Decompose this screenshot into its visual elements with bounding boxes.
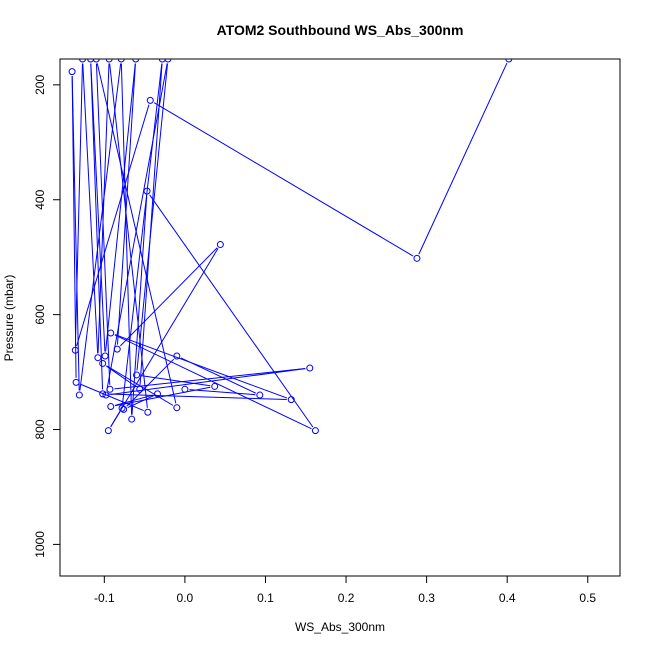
series-segment [114, 334, 312, 430]
data-point [75, 391, 83, 399]
series-segment [136, 63, 169, 371]
series-segment [116, 63, 136, 345]
series-segment [114, 334, 288, 399]
series-segment [120, 247, 218, 347]
data-point [117, 59, 125, 63]
series-segment [105, 63, 136, 352]
series-segment [80, 383, 144, 412]
data-point [94, 354, 102, 362]
x-axis-label: WS_Abs_300nm [295, 620, 385, 634]
data-point [72, 378, 80, 386]
series-segment [122, 63, 163, 404]
series-segment [96, 63, 177, 404]
data-point [505, 59, 513, 63]
data-point [99, 390, 107, 398]
data-point [144, 408, 152, 416]
series-segment [180, 357, 256, 394]
data-point [120, 405, 128, 413]
y-tick-label: 600 [33, 304, 47, 324]
y-tick-label: 1000 [33, 531, 47, 558]
data-point [107, 329, 115, 337]
series-segment [82, 63, 99, 354]
data-point [173, 352, 181, 360]
plot-area-border [59, 58, 621, 577]
data-point [104, 427, 112, 435]
y-tick-label: 200 [33, 75, 47, 95]
data-point [99, 359, 107, 367]
series-segment [74, 63, 83, 346]
series-segment [189, 389, 256, 396]
data-point [311, 427, 319, 435]
data-point [153, 390, 161, 398]
series-segment [71, 76, 80, 391]
x-tick-label: 0.3 [418, 591, 435, 605]
series-segment [79, 63, 122, 391]
data-point [256, 391, 264, 399]
data-point [173, 404, 181, 412]
data-point [158, 59, 166, 63]
series-segment [110, 411, 121, 428]
series-segment [114, 394, 154, 406]
data-point [79, 59, 87, 63]
series-segment [120, 63, 133, 415]
series-layer [68, 59, 513, 435]
data-point [181, 385, 189, 393]
data-point [101, 352, 109, 360]
data-point [105, 59, 113, 63]
series-segment [106, 365, 174, 406]
data-point [106, 385, 114, 393]
y-tick-label: 800 [33, 419, 47, 439]
series-segment [126, 358, 175, 407]
x-tick-label: 0.1 [257, 591, 274, 605]
data-point [102, 391, 110, 399]
data-point [132, 59, 140, 63]
series-segment [109, 63, 148, 408]
series-segment [90, 63, 106, 352]
data-point [306, 364, 314, 372]
data-point [136, 385, 144, 393]
series-segment [106, 63, 168, 391]
series-segment [110, 248, 219, 428]
series-segment [149, 194, 314, 428]
data-point [287, 396, 295, 404]
series-segment [107, 393, 287, 401]
series-segment [90, 63, 104, 390]
data-point [128, 415, 136, 423]
data-point [71, 346, 79, 354]
series-segment [106, 365, 137, 388]
x-tick-label: -0.1 [94, 591, 115, 605]
series-segment [76, 104, 150, 347]
data-point [87, 59, 95, 63]
series-segment [127, 395, 154, 408]
x-tick-label: 0.2 [338, 591, 355, 605]
x-tick-label: 0.4 [499, 591, 516, 605]
series-segment [418, 62, 508, 255]
data-point [92, 59, 100, 63]
data-point [413, 254, 421, 262]
y-axis: 200 400 600 800 1000 [33, 75, 60, 558]
data-point [113, 345, 121, 353]
x-tick-label: 0.5 [579, 591, 596, 605]
data-point [118, 404, 126, 412]
data-point [143, 187, 151, 195]
series-segment [131, 195, 148, 415]
y-tick-label: 400 [33, 189, 47, 209]
data-point [216, 241, 224, 249]
data-point [68, 68, 76, 76]
x-tick-label: 0.0 [177, 591, 194, 605]
data-point [164, 59, 172, 63]
series-segment [114, 368, 306, 390]
y-axis-label: Pressure (mbar) [2, 275, 16, 362]
series-segment [153, 102, 414, 257]
series-segment [95, 63, 111, 385]
series-segment [71, 76, 77, 378]
chart-title: ATOM2 Southbound WS_Abs_300nm [217, 22, 464, 38]
data-point [133, 371, 141, 379]
data-point [107, 403, 115, 411]
series-segment [140, 375, 211, 387]
data-point [146, 96, 154, 104]
data-point [211, 382, 219, 390]
x-axis: -0.1 0.0 0.1 0.2 0.3 0.4 0.5 [94, 576, 596, 605]
